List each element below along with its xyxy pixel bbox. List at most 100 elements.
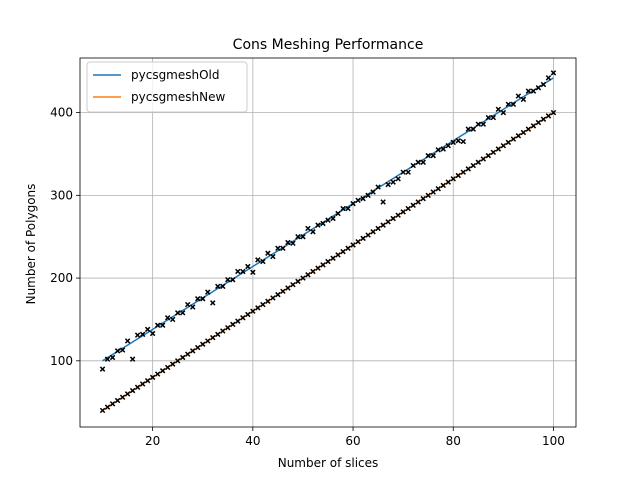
scatter-point-new [375, 225, 381, 232]
x-tick-label: 40 [245, 434, 260, 448]
scatter-point-old [149, 330, 156, 337]
scatter-point-new [550, 109, 557, 116]
scatter-point-old [420, 159, 426, 165]
scatter-point-old [325, 217, 331, 223]
scatter-point-new [365, 232, 371, 238]
scatter-point-old [260, 258, 266, 265]
scatter-point-old [315, 222, 321, 228]
scatter-point-new [114, 397, 121, 404]
scatter-point-old [480, 121, 487, 127]
scatter-point-old [164, 315, 171, 321]
scatter-point-new [230, 321, 236, 328]
y-tick-label: 200 [50, 271, 73, 285]
scatter-point-new [500, 142, 507, 149]
scatter-point-new [420, 195, 426, 202]
x-tick-label: 20 [145, 434, 160, 448]
scatter-point-new [305, 272, 311, 278]
scatter-point-old [285, 239, 291, 246]
scatter-point-old [270, 253, 276, 260]
scatter-point-old [179, 310, 186, 316]
scatter-point-new [290, 281, 296, 288]
scatter-point-new [215, 331, 221, 338]
scatter-point-new [119, 394, 126, 400]
scatter-point-new [455, 172, 461, 179]
scatter-point-old [360, 195, 366, 202]
scatter-point-new [164, 364, 171, 371]
scatter-point-old [295, 233, 301, 240]
scatter-point-old [375, 184, 381, 190]
scatter-point-old [154, 322, 161, 328]
scatter-point-new [169, 361, 176, 367]
scatter-point-old [470, 126, 477, 132]
scatter-point-old [265, 250, 271, 256]
scatter-point-old [129, 356, 136, 362]
scatter-point-new [480, 156, 487, 162]
scatter-point-old [340, 205, 346, 212]
scatter-point-new [195, 344, 201, 351]
scatter-point-old [139, 331, 146, 338]
scatter-point-old [380, 199, 386, 205]
scatter-point-new [154, 371, 161, 377]
scatter-point-new [295, 278, 301, 285]
scatter-point-old [184, 301, 191, 308]
scatter-point-new [475, 159, 482, 165]
scatter-point-old [475, 121, 482, 127]
scatter-point-new [395, 212, 401, 218]
legend-box [86, 61, 248, 113]
scatter-point-old [189, 304, 196, 310]
y-tick-label: 100 [50, 354, 73, 368]
scatter-point-new [205, 338, 211, 344]
scatter-point-new [355, 238, 361, 245]
scatter-point-new [385, 219, 391, 225]
scatter-point-new [179, 354, 186, 361]
grid-layer [80, 58, 576, 427]
scatter-point-new [159, 368, 166, 374]
scatter-point-old [385, 181, 391, 188]
scatter-layer [99, 70, 557, 414]
scatter-point-new [315, 265, 321, 271]
scatter-point-new [189, 348, 196, 354]
scatter-point-new [210, 334, 216, 341]
scatter-point-old [450, 139, 456, 146]
scatter-point-old [290, 240, 296, 247]
scatter-point-new [174, 358, 181, 364]
tick-layer: 20 40 60 80 100 100 200 300 400 [50, 106, 565, 448]
scatter-point-old [365, 192, 371, 199]
scatter-point-old [310, 229, 316, 235]
scatter-point-new [430, 189, 436, 195]
y-tick-label: 400 [50, 106, 73, 120]
scatter-point-new [530, 123, 537, 129]
scatter-point-old [330, 215, 336, 222]
scatter-point-old [320, 220, 326, 227]
scatter-point-old [440, 146, 446, 152]
x-tick-label: 100 [542, 434, 565, 448]
scatter-point-old [490, 114, 497, 121]
scatter-point-new [325, 258, 331, 265]
scatter-point-old [430, 152, 436, 159]
x-tick-label: 60 [345, 434, 360, 448]
scatter-point-old [525, 88, 532, 94]
scatter-point-old [109, 354, 116, 361]
scatter-point-new [445, 179, 451, 185]
scatter-point-new [285, 285, 291, 291]
scatter-point-old [460, 138, 467, 145]
scatter-point-old [280, 245, 286, 252]
scatter-point-new [515, 133, 522, 139]
scatter-point-old [255, 257, 261, 263]
scatter-point-new [144, 377, 151, 384]
scatter-point-new [200, 341, 206, 347]
scatter-point-new [520, 129, 527, 136]
legend-label-new: pycsgmeshNew [131, 90, 225, 104]
scatter-point-old [395, 176, 401, 182]
scatter-point-old [230, 277, 236, 283]
scatter-point-new [184, 351, 191, 357]
scatter-point-new [265, 298, 271, 304]
scatter-point-old [400, 169, 406, 175]
scatter-point-new [390, 215, 396, 222]
scatter-point-old [465, 126, 472, 132]
chart-title: Cons Meshing Performance [233, 37, 424, 53]
scatter-point-new [275, 291, 281, 298]
scatter-point-old [485, 114, 492, 121]
scatter-point-new [350, 242, 356, 248]
